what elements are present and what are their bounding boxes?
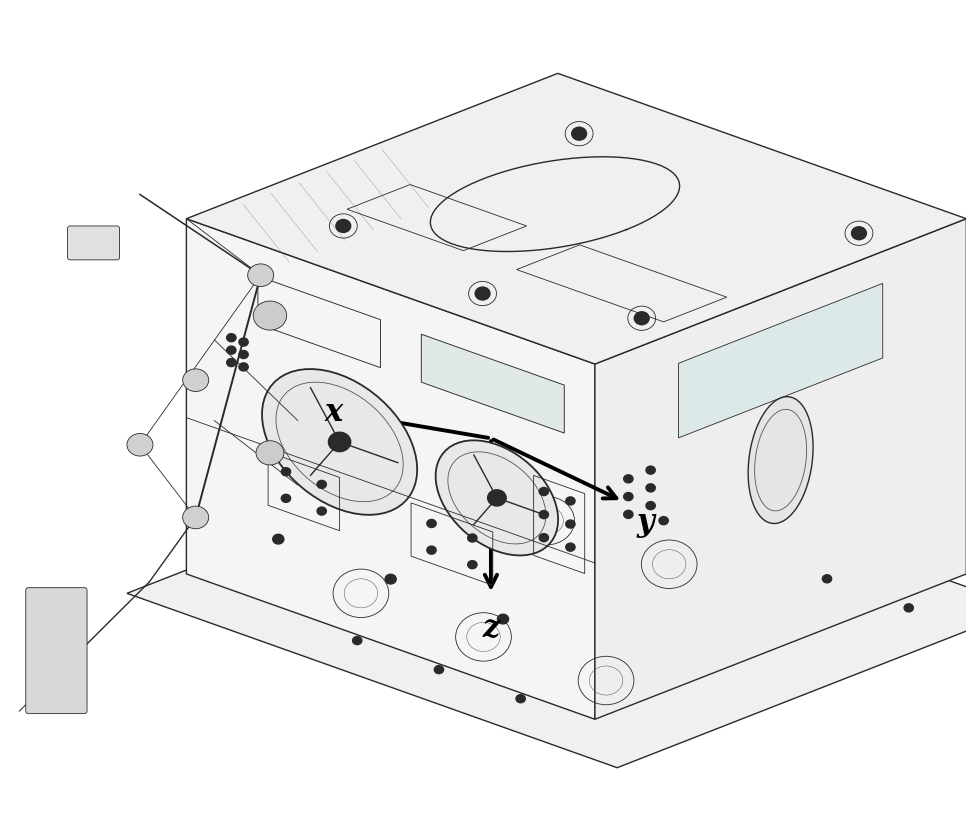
Circle shape (659, 516, 668, 525)
Circle shape (852, 227, 866, 240)
Circle shape (329, 432, 351, 451)
Circle shape (317, 507, 326, 515)
Circle shape (434, 666, 444, 674)
Circle shape (256, 441, 284, 465)
Polygon shape (187, 219, 595, 719)
Circle shape (239, 363, 249, 371)
Circle shape (253, 301, 286, 330)
Circle shape (904, 604, 914, 612)
Circle shape (566, 520, 575, 528)
Circle shape (646, 501, 656, 510)
Text: x: x (324, 397, 342, 428)
FancyBboxPatch shape (68, 226, 120, 260)
Circle shape (317, 481, 326, 488)
Circle shape (540, 511, 548, 519)
Circle shape (468, 561, 477, 569)
Circle shape (634, 312, 649, 325)
Polygon shape (127, 433, 967, 768)
Circle shape (624, 511, 633, 518)
Circle shape (540, 487, 548, 496)
Polygon shape (679, 283, 883, 438)
Circle shape (239, 338, 249, 346)
Circle shape (353, 636, 362, 645)
FancyBboxPatch shape (26, 587, 87, 714)
Circle shape (540, 534, 548, 541)
Circle shape (281, 494, 291, 502)
Circle shape (571, 127, 587, 140)
Circle shape (183, 369, 209, 392)
Circle shape (624, 475, 633, 483)
Circle shape (566, 497, 575, 505)
Circle shape (127, 433, 153, 456)
Polygon shape (187, 73, 966, 364)
Polygon shape (422, 334, 565, 433)
Circle shape (239, 351, 249, 358)
Circle shape (385, 574, 396, 584)
Circle shape (226, 358, 236, 367)
Circle shape (624, 492, 633, 501)
Circle shape (646, 466, 656, 474)
Circle shape (281, 467, 291, 476)
Circle shape (183, 506, 209, 529)
Circle shape (248, 264, 274, 287)
Circle shape (426, 546, 436, 554)
Circle shape (226, 346, 236, 354)
Circle shape (497, 614, 509, 624)
Circle shape (566, 543, 575, 551)
Text: z: z (483, 613, 500, 644)
Circle shape (822, 575, 832, 583)
Polygon shape (262, 369, 417, 515)
Circle shape (336, 220, 351, 232)
Polygon shape (436, 441, 558, 556)
Text: y: y (636, 507, 655, 538)
Circle shape (475, 287, 490, 300)
Polygon shape (748, 397, 813, 523)
Polygon shape (595, 219, 966, 719)
Circle shape (273, 534, 284, 544)
Circle shape (487, 490, 506, 506)
Circle shape (468, 534, 477, 542)
Circle shape (426, 520, 436, 527)
Circle shape (646, 484, 656, 492)
Circle shape (226, 334, 236, 342)
Circle shape (516, 695, 525, 703)
